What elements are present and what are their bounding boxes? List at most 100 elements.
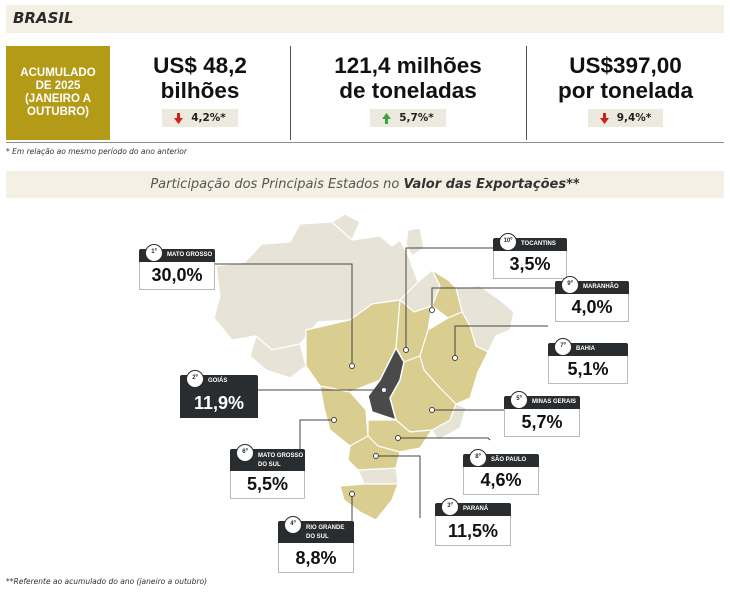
arrow-down-icon — [599, 112, 609, 124]
callout-mato-grosso-do-sul: 6º MATO GROSSO DO SUL 5,5% — [230, 444, 305, 499]
state-label: TOCANTINS — [521, 241, 556, 247]
callout-state: 8º SÃO PAULO — [463, 449, 539, 467]
state-rio-grande-do-sul — [339, 483, 399, 521]
leader-line-parana — [376, 455, 421, 518]
callout-state: 9º MARANHÃO — [555, 276, 629, 294]
leader-dot-sao-paulo — [395, 435, 401, 441]
state-parana — [347, 435, 401, 471]
state-value: 4,6% — [463, 467, 539, 495]
leader-dot-mato-grosso — [349, 363, 355, 369]
rank-badge: 2º — [186, 370, 204, 388]
rank-badge: 5º — [510, 391, 528, 409]
reference-footnote: **Referente ao acumulado do ano (janeiro… — [6, 577, 208, 586]
chart-title: Participação dos Principais Estados no V… — [6, 171, 724, 198]
state-label: MINAS GERAIS — [532, 399, 577, 405]
state-label: PARANÁ — [463, 506, 489, 512]
kpi-export-value: US$ 48,2 bilhões 4,2%* — [112, 46, 288, 140]
callout-state: 5º MINAS GERAIS — [504, 391, 580, 409]
arrow-up-icon — [382, 112, 392, 124]
kpi-divider — [526, 46, 527, 140]
leader-dot-parana — [373, 453, 379, 459]
page-title: BRASIL — [13, 9, 74, 27]
kpi-export-volume: 121,4 milhões de toneladas 5,7%* — [291, 46, 525, 140]
state-value: 5,7% — [504, 409, 580, 437]
leader-dot-bahia — [452, 355, 458, 361]
state-value: 3,5% — [493, 251, 567, 279]
kpi-change-badge: 9,4%* — [587, 109, 664, 127]
state-amapa — [405, 227, 425, 257]
leader-line-bahia — [454, 325, 548, 358]
kpi-value: US$ 48,2 bilhões — [153, 53, 247, 103]
callout-tocantins: 10º TOCANTINS 3,5% — [493, 233, 567, 279]
state-value: 8,8% — [278, 543, 354, 573]
rank-badge: 10º — [499, 233, 517, 251]
state-label: BAHIA — [576, 346, 595, 352]
section-header: Participação dos Principais Estados no V… — [6, 171, 724, 198]
arrow-down-icon — [174, 112, 184, 124]
state-value: 30,0% — [139, 262, 215, 290]
leader-dot-goias — [381, 387, 387, 393]
leader-dot-minas-gerais — [429, 407, 435, 413]
callout-state: 4º RIO GRANDE DO SUL — [278, 516, 354, 543]
state-label: GOIÁS — [208, 378, 228, 384]
state-santa-catarina — [357, 467, 399, 485]
period-box: ACUMULADO DE 2025 (JANEIRO A OUTUBRO) — [6, 46, 110, 140]
comparison-footnote: * Em relação ao mesmo período do ano ant… — [6, 147, 187, 156]
state-label: MATO GROSSO DO SUL — [258, 453, 304, 468]
kpi-change: 5,7%* — [399, 112, 434, 124]
state-value: 5,5% — [230, 471, 305, 499]
state-value: 5,1% — [548, 356, 628, 384]
callout-sao-paulo: 8º SÃO PAULO 4,6% — [463, 449, 539, 495]
rank-badge: 8º — [469, 449, 487, 467]
kpi-value: 121,4 milhões de toneladas — [334, 53, 482, 103]
callout-rio-grande-do-sul: 4º RIO GRANDE DO SUL 8,8% — [278, 516, 354, 573]
period-label: ACUMULADO DE 2025 (JANEIRO A OUTUBRO) — [20, 67, 96, 118]
state-label: MATO GROSSO — [167, 252, 213, 258]
chart-title-plain: Participação dos Principais Estados no — [150, 177, 404, 192]
rank-badge: 3º — [441, 498, 459, 516]
callout-state: 3º PARANÁ — [435, 498, 511, 516]
state-mato-grosso-do-sul — [319, 385, 369, 447]
kpi-change-badge: 4,2%* — [162, 109, 238, 127]
header-band: BRASIL — [6, 5, 724, 33]
callout-minas-gerais: 5º MINAS GERAIS 5,7% — [504, 391, 580, 437]
leader-dot-rio-grande — [349, 491, 355, 497]
state-value: 11,5% — [435, 516, 511, 546]
kpi-divider — [290, 46, 291, 140]
leader-line-mato-grosso — [215, 263, 353, 366]
kpi-change-badge: 5,7%* — [370, 109, 446, 127]
leader-line-tocantins — [405, 247, 493, 350]
callout-state: 10º TOCANTINS — [493, 233, 567, 251]
leader-dots — [331, 307, 458, 497]
state-label: SÃO PAULO — [491, 457, 527, 463]
rank-badge: 9º — [561, 276, 579, 294]
leader-line-sao-paulo — [398, 437, 491, 441]
state-goias — [367, 346, 405, 422]
callout-parana: 3º PARANÁ 11,5% — [435, 498, 511, 546]
state-label: RIO GRANDE DO SUL — [306, 525, 345, 540]
state-rondonia-acre — [249, 334, 307, 379]
leader-line-mato-grosso-sul — [299, 419, 334, 458]
state-roraima — [331, 213, 361, 241]
divider — [6, 142, 724, 143]
chart-title-bold: Valor das Exportações** — [403, 177, 580, 192]
callout-state: 7º BAHIA — [548, 338, 628, 356]
callout-bahia: 7º BAHIA 5,1% — [548, 338, 628, 384]
state-value: 11,9% — [180, 388, 258, 418]
rank-badge: 1º — [145, 244, 163, 262]
leader-lines — [215, 247, 555, 526]
callout-state: 6º MATO GROSSO DO SUL — [230, 444, 305, 471]
rank-badge: 6º — [236, 444, 254, 462]
leader-line-maranhao — [431, 287, 555, 310]
kpi-price-per-ton: US$397,00 por tonelada 9,4%* — [527, 46, 724, 140]
kpi-change: 9,4%* — [616, 112, 652, 124]
callout-state: 1º MATO GROSSO — [139, 244, 215, 262]
callout-maranhao: 9º MARANHÃO 4,0% — [555, 276, 629, 322]
rank-badge: 7º — [554, 338, 572, 356]
leader-dot-maranhao — [429, 307, 435, 313]
rank-badge: 4º — [284, 516, 302, 534]
kpi-change: 4,2%* — [191, 112, 226, 124]
state-maranhao — [430, 268, 463, 319]
callout-goias: 2º GOIÁS 11,9% — [180, 370, 258, 418]
